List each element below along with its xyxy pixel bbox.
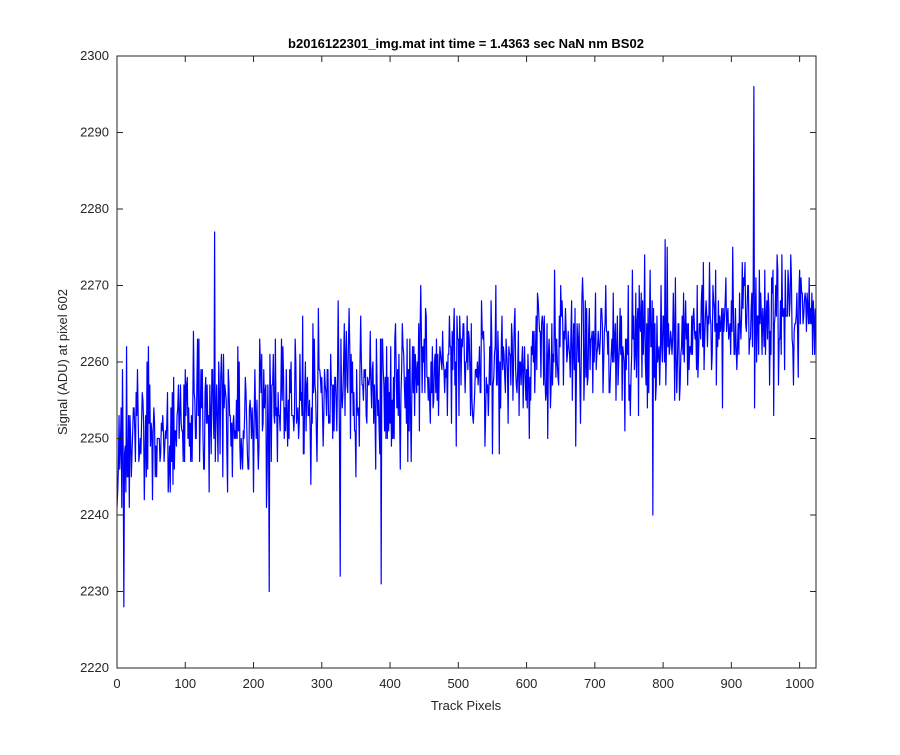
y-axis: 2220 2230 2240 2250 2260 2270 2280 2290 2300 [80, 48, 816, 675]
x-tick-label: 300 [311, 676, 333, 691]
x-tick-label: 0 [113, 676, 120, 691]
y-tick-label: 2290 [80, 125, 109, 140]
y-tick-label: 2250 [80, 431, 109, 446]
chart-title: b2016122301_img.mat int time = 1.4363 se… [288, 36, 644, 51]
x-tick-label: 1000 [785, 676, 814, 691]
x-tick-label: 200 [243, 676, 265, 691]
x-tick-label: 600 [516, 676, 538, 691]
x-tick-label: 900 [721, 676, 743, 691]
y-tick-label: 2220 [80, 660, 109, 675]
y-tick-label: 2260 [80, 354, 109, 369]
x-tick-label: 800 [652, 676, 674, 691]
x-axis-label: Track Pixels [431, 698, 502, 713]
data-layer [116, 85, 816, 608]
x-tick-label: 400 [379, 676, 401, 691]
signal-series-line [116, 85, 816, 608]
y-tick-label: 2240 [80, 507, 109, 522]
y-tick-label: 2300 [80, 48, 109, 63]
y-tick-label: 2230 [80, 584, 109, 599]
y-tick-label: 2270 [80, 278, 109, 293]
x-tick-label: 700 [584, 676, 606, 691]
x-axis: 0 100 200 300 400 500 600 700 800 900 1000 [113, 56, 814, 691]
y-axis-label: Signal (ADU) at pixel 602 [55, 289, 70, 435]
x-tick-label: 500 [447, 676, 469, 691]
x-tick-label: 100 [174, 676, 196, 691]
y-tick-label: 2280 [80, 201, 109, 216]
